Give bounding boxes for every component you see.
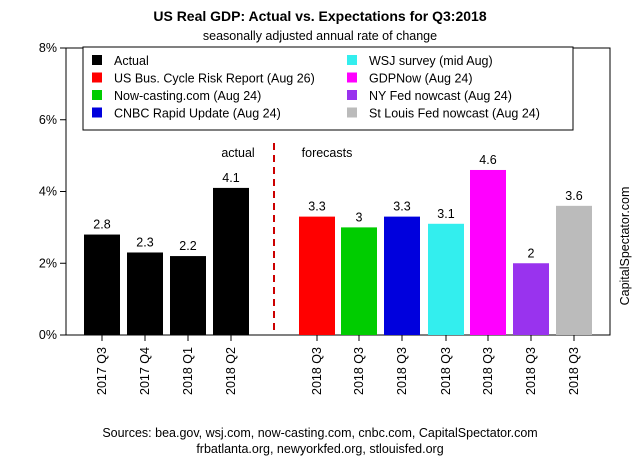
legend-item-label: Actual <box>114 54 149 68</box>
chart-legend: Actual US Bus. Cycle Risk Report (Aug 26)… <box>82 46 574 131</box>
x-tick-label: 2018 Q3 <box>395 347 409 395</box>
bar-value-label: 2 <box>528 246 535 260</box>
chart-title: US Real GDP: Actual vs. Expectations for… <box>153 8 486 24</box>
x-tick-label: 2018 Q3 <box>310 347 324 395</box>
bar <box>470 169 506 335</box>
source-line-2: frbatlanta.org, newyorkfed.org, stlouisf… <box>196 442 443 456</box>
legend-swatch <box>92 107 102 118</box>
legend-swatch <box>347 107 357 118</box>
y-axis: 0% 2% 4% 6% 8% <box>39 41 66 342</box>
side-watermark-label: CapitalSpectator.com <box>618 187 632 306</box>
legend-swatch <box>347 72 357 83</box>
x-tick-label: 2018 Q3 <box>439 347 453 395</box>
bar-value-label: 3.6 <box>565 189 582 203</box>
legend-swatch <box>92 72 102 83</box>
bar-value-label: 3.3 <box>308 200 325 214</box>
legend-item-label: Now-casting.com (Aug 24) <box>114 89 261 103</box>
legend-item-label: WSJ survey (mid Aug) <box>369 54 493 68</box>
chart-subtitle: seasonally adjusted annual rate of chang… <box>203 29 437 43</box>
legend-swatch <box>347 90 357 100</box>
x-tick-label: 2018 Q3 <box>481 347 495 395</box>
bar <box>213 187 249 335</box>
bar-value-label: 3 <box>356 210 363 224</box>
bar <box>299 216 335 335</box>
bar-value-label: 2.8 <box>93 218 110 232</box>
bar <box>384 216 420 335</box>
legend-item-label: CNBC Rapid Update (Aug 24) <box>114 107 281 121</box>
bar-value-label: 4.1 <box>222 171 239 185</box>
x-tick-label: 2018 Q3 <box>352 347 366 395</box>
legend-item-label: GDPNow (Aug 24) <box>369 72 473 86</box>
y-tick-label: 0% <box>39 328 57 342</box>
legend-item-label: NY Fed nowcast (Aug 24) <box>369 89 512 103</box>
x-axis: 2017 Q3 2017 Q4 2018 Q1 2018 Q2 2018 Q3 2018 … <box>95 335 581 395</box>
y-tick-label: 4% <box>39 185 57 199</box>
x-tick-label: 2018 Q3 <box>567 347 581 395</box>
bar <box>127 252 163 335</box>
bar-value-label: 3.3 <box>393 200 410 214</box>
legend-swatch <box>92 55 102 65</box>
bar-value-labels: 2.8 2.3 2.2 4.1 3.3 3 3.3 3.1 4.6 2 3.6 <box>93 153 582 260</box>
bar <box>341 227 377 335</box>
bar-value-label: 2.3 <box>136 235 153 249</box>
bar <box>84 234 120 335</box>
legend-box <box>82 46 574 131</box>
x-tick-label: 2018 Q1 <box>181 347 195 395</box>
x-tick-label: 2017 Q3 <box>95 347 109 395</box>
legend-swatch <box>92 90 102 100</box>
bar-value-label: 4.6 <box>479 153 496 167</box>
bar <box>428 223 464 335</box>
actual-annotation: actual <box>221 146 254 160</box>
legend-swatch <box>347 55 357 65</box>
bar-value-label: 3.1 <box>437 207 454 221</box>
bar <box>513 263 549 335</box>
bar-value-label: 2.2 <box>179 239 196 253</box>
bar <box>170 256 206 335</box>
y-tick-label: 8% <box>39 41 57 55</box>
y-tick-label: 6% <box>39 113 57 127</box>
legend-item-label: St Louis Fed nowcast (Aug 24) <box>369 107 540 121</box>
x-tick-label: 2018 Q2 <box>224 347 238 395</box>
bar <box>556 205 592 335</box>
x-tick-label: 2018 Q3 <box>524 347 538 395</box>
bar-series <box>84 169 592 335</box>
legend-item-label: US Bus. Cycle Risk Report (Aug 26) <box>114 72 315 86</box>
x-tick-label: 2017 Q4 <box>138 347 152 395</box>
forecasts-annotation: forecasts <box>302 146 353 160</box>
source-line-1: Sources: bea.gov, wsj.com, now-casting.c… <box>102 426 537 440</box>
y-tick-label: 2% <box>39 256 57 270</box>
